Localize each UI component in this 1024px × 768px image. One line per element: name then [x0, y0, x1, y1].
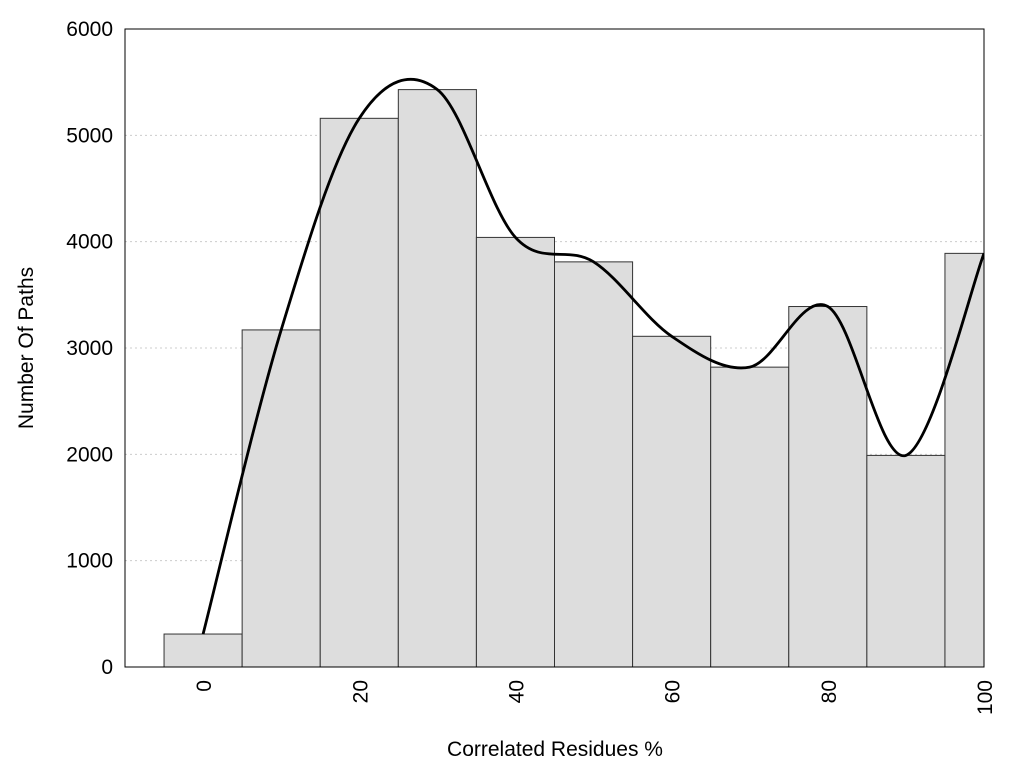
- x-tick-label: 0: [193, 680, 216, 692]
- y-tick-label: 2000: [66, 443, 113, 466]
- bar: [241, 329, 321, 667]
- bar: [866, 454, 946, 667]
- bar: [397, 89, 477, 667]
- bar: [475, 236, 555, 667]
- bar: [632, 335, 712, 667]
- x-axis-label: Correlated Residues %: [447, 738, 663, 761]
- bar: [554, 261, 634, 667]
- x-tick-label: 80: [818, 680, 841, 703]
- x-tick-label: 100: [974, 680, 997, 715]
- y-tick-label: 5000: [66, 124, 113, 147]
- bars: [163, 89, 984, 667]
- plot-frame: [124, 28, 985, 668]
- bar: [163, 633, 243, 667]
- bar: [319, 117, 399, 667]
- x-tick-label: 20: [349, 680, 372, 703]
- x-tick-label: 60: [662, 680, 685, 703]
- y-tick-label: 4000: [66, 231, 113, 254]
- y-tick-label: 1000: [66, 550, 113, 573]
- y-tick-label: 6000: [66, 18, 113, 41]
- bar: [710, 366, 790, 667]
- x-tick-label: 40: [505, 680, 528, 703]
- y-tick-label: 0: [101, 656, 113, 679]
- y-tick-label: 3000: [66, 337, 113, 360]
- bar: [788, 306, 868, 667]
- smooth-curve: [201, 77, 984, 635]
- y-axis-label: Number Of Paths: [15, 267, 38, 429]
